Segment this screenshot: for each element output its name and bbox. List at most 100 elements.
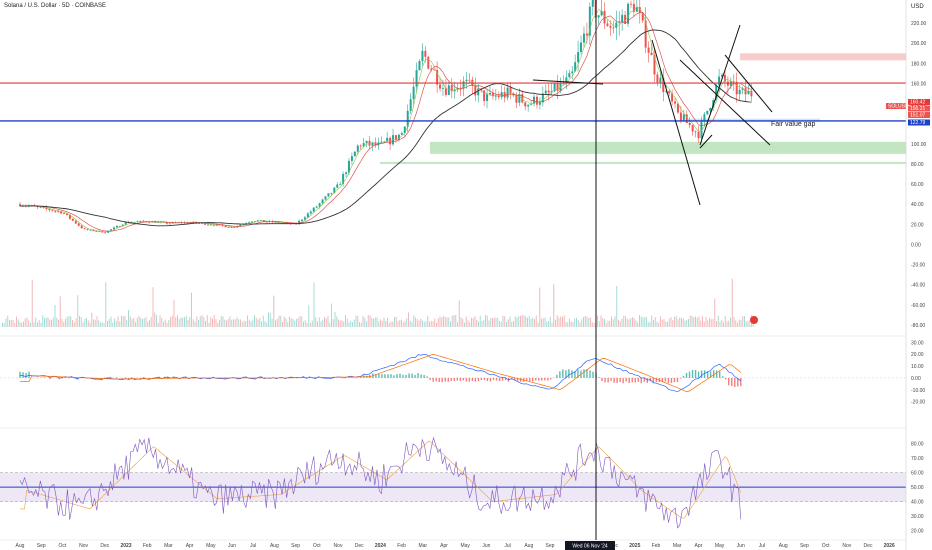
volume-bar — [30, 322, 31, 327]
volume-bar — [112, 322, 114, 327]
volume-bar — [528, 315, 530, 327]
volume-bar — [261, 321, 262, 327]
candle-body — [747, 90, 750, 95]
volume-bar — [35, 317, 37, 327]
volume-bar — [38, 320, 40, 327]
volume-bar — [129, 316, 131, 327]
volume-bar — [336, 316, 338, 327]
candle-body — [212, 224, 215, 226]
volume-bar — [68, 316, 70, 327]
price-tag — [908, 112, 930, 118]
macd-hist-bar — [640, 377, 642, 384]
volume-bar — [332, 319, 334, 327]
macd-hist-bar — [450, 377, 452, 381]
macd-hist-bar — [703, 370, 706, 378]
volume-bar — [105, 282, 107, 327]
volume-bar — [12, 320, 14, 327]
volume-bar — [401, 319, 402, 327]
volume-bar — [268, 312, 269, 327]
macd-hist-bar — [390, 374, 392, 378]
volume-bar — [728, 320, 730, 327]
volume-bar — [357, 315, 359, 327]
volume-bar — [86, 317, 87, 327]
candle-body — [259, 220, 262, 221]
volume-bar — [411, 321, 413, 327]
rsi-axis: 80.00 70.00 60.00 50.00 40.00 30.00 20.00 — [911, 442, 924, 535]
volume-bar — [269, 312, 271, 327]
macd-hist-bar — [426, 376, 428, 378]
candle-body — [224, 225, 227, 228]
candle-body — [565, 77, 568, 84]
volume-bar — [402, 322, 404, 327]
macd-hist-bar — [447, 377, 449, 382]
candle-body — [515, 95, 518, 103]
volume-bar — [348, 322, 350, 327]
volume-bar — [441, 317, 443, 327]
volume-bar — [485, 315, 486, 327]
candle-body — [362, 143, 365, 147]
volume-bar — [325, 318, 327, 327]
volume-bar — [546, 321, 548, 327]
volume-bar — [355, 315, 357, 327]
volume-bar — [122, 316, 124, 327]
candle-body — [638, 7, 641, 13]
volume-bar — [520, 315, 521, 327]
volume-bar — [439, 316, 441, 327]
volume-bar — [504, 316, 506, 327]
volume-bar — [84, 318, 86, 327]
candle-body — [494, 95, 497, 97]
candle-body — [48, 208, 51, 211]
macd-hist-bar — [468, 377, 471, 382]
rsi-tick-label: 50.00 — [911, 485, 924, 491]
candle-body — [239, 224, 242, 227]
volume-bar — [600, 315, 602, 327]
volume-bar — [637, 322, 639, 327]
volume-bar — [96, 316, 98, 327]
volume-bar — [653, 319, 654, 327]
macd-hist-bar — [106, 377, 109, 378]
candle-body — [265, 221, 268, 223]
volume-bar — [306, 322, 308, 327]
macd-hist-bar — [456, 377, 459, 381]
volume-bar — [446, 317, 448, 327]
volume-bar — [563, 315, 565, 327]
macd-hist-bar — [715, 370, 718, 378]
candle-body — [95, 231, 98, 232]
volume-bar — [476, 319, 478, 327]
candle-body — [365, 140, 368, 144]
candle-body — [544, 90, 547, 94]
volume-bar — [553, 283, 555, 327]
macd-hist-bar — [538, 377, 540, 381]
candle-body — [612, 27, 615, 29]
volume-bar — [322, 319, 324, 327]
volume-bar — [394, 316, 395, 327]
candle-body — [347, 160, 350, 173]
price-zone — [740, 53, 906, 61]
macd-hist-bar — [673, 377, 676, 383]
candle-body — [721, 74, 724, 77]
time-tick-label: Aug — [270, 543, 279, 549]
volume-bar — [654, 317, 656, 327]
volume-bar — [205, 320, 206, 327]
volume-bar — [462, 318, 464, 327]
volume-bar — [525, 316, 527, 327]
price-tick-label: 40.00 — [911, 202, 924, 208]
volume-bar — [194, 321, 196, 327]
volume-bar — [663, 319, 665, 327]
volume-bar — [101, 322, 103, 327]
candle-body — [409, 99, 412, 111]
candle-body — [19, 204, 21, 207]
volume-bar — [227, 319, 229, 327]
volume-bar — [688, 318, 689, 327]
volume-bar — [255, 317, 257, 327]
macd-hist-bar — [384, 374, 386, 378]
macd-hist-bar — [405, 374, 407, 378]
time-tick-label: May — [460, 543, 470, 549]
candle-body — [112, 227, 115, 230]
candle-body — [321, 199, 324, 204]
candle-body — [735, 81, 738, 95]
volume-bar — [271, 318, 273, 327]
volume-bar — [329, 322, 331, 327]
candle-body — [39, 206, 42, 208]
